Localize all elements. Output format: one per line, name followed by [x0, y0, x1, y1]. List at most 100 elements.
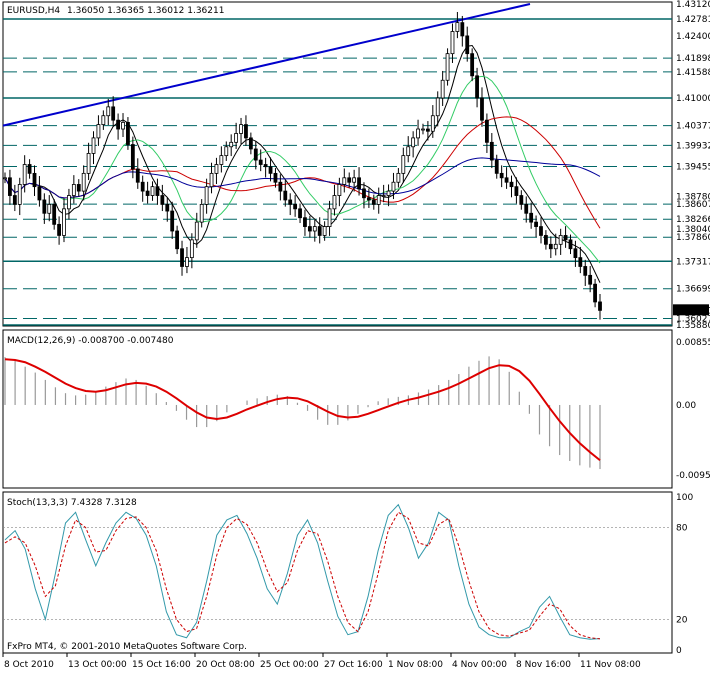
- price-bar-body: [504, 177, 509, 183]
- price-bar-body: [76, 184, 81, 192]
- price-bar-body: [544, 235, 548, 245]
- price-bar-body: [253, 148, 258, 161]
- price-bar-body: [106, 106, 111, 117]
- current-price-box: [673, 304, 709, 316]
- time-label: 25 Oct 00:00: [260, 660, 319, 670]
- price-bar-body: [140, 181, 145, 192]
- price-bar-body: [303, 217, 307, 227]
- price-bars: [3, 11, 602, 320]
- price-label: 1.43120: [676, 0, 710, 10]
- price-bar-body: [170, 210, 175, 232]
- price-bar-body: [293, 204, 298, 210]
- price-bar-body: [362, 188, 366, 199]
- price-bar-body: [401, 155, 406, 174]
- price-bar-body: [121, 121, 125, 130]
- price-label: 1.38266: [676, 215, 710, 225]
- price-bar-body: [332, 195, 337, 210]
- time-label: 8 Oct 2010: [4, 660, 54, 670]
- price-bar-body: [47, 204, 52, 214]
- price-label: 1.38040: [676, 225, 710, 235]
- price-bar-body: [234, 133, 239, 143]
- level-lines: [2, 3, 672, 326]
- price-label: 1.42400: [676, 32, 710, 42]
- price-bar-body: [258, 159, 263, 165]
- price-bar-body: [519, 195, 524, 205]
- time-label: 4 Nov 00:00: [452, 660, 507, 670]
- price-bar-body: [263, 164, 268, 168]
- macd-axis-label: 0.00855: [676, 338, 710, 348]
- moving-averages: [4, 44, 601, 283]
- time-label: 11 Nov 08:00: [580, 660, 641, 670]
- price-bar-body: [27, 164, 32, 174]
- price-bar-body: [189, 239, 194, 259]
- price-label: 1.41000: [676, 94, 710, 104]
- price-bar-body: [553, 243, 558, 250]
- price-label: 1.38780: [676, 192, 710, 202]
- price-bar-body: [81, 172, 86, 192]
- price-bar-body: [317, 226, 322, 236]
- price-bar-body: [371, 199, 376, 205]
- price-bar-body: [32, 172, 37, 188]
- price-bar-body: [489, 141, 494, 161]
- price-label: 1.36211: [676, 306, 710, 316]
- price-bar-body: [514, 186, 519, 196]
- price-bar-body: [180, 248, 184, 267]
- price-bar-body: [288, 199, 293, 205]
- price-bar-body: [421, 128, 425, 131]
- price-bar-body: [494, 159, 499, 174]
- moving-average-line: [4, 44, 601, 283]
- price-bar-body: [116, 119, 120, 130]
- time-label: 13 Oct 00:00: [68, 660, 127, 670]
- macd-title: MACD(12,26,9) -0.008700 -0.007480: [7, 336, 174, 346]
- price-bar-body: [199, 204, 204, 223]
- stoch-axis-label: 20: [676, 615, 688, 625]
- price-label: 1.35880: [676, 321, 710, 331]
- price-bar-body: [499, 172, 504, 179]
- price-bar-body: [96, 124, 101, 139]
- time-label: 20 Oct 08:00: [196, 660, 255, 670]
- price-bar-body: [283, 190, 288, 201]
- price-bar-body: [22, 164, 27, 185]
- price-bar-body: [381, 195, 386, 197]
- price-bar-body: [224, 146, 229, 157]
- price-bar-body: [298, 208, 302, 219]
- stoch-main-line: [4, 503, 601, 640]
- price-bar-body: [524, 204, 529, 214]
- time-axis: 8 Oct 2010 13 Oct 00:00 15 Oct 16:00 20 Oct…: [2, 653, 641, 670]
- price-bar-body: [460, 22, 465, 37]
- price-bar-body: [509, 181, 514, 188]
- price-bar-body: [229, 141, 234, 148]
- price-bar-body: [86, 153, 91, 174]
- price-bar-body: [278, 181, 283, 192]
- price-bar-body: [425, 128, 430, 132]
- ohlc-readout: 1.36050 1.36365 1.36012 1.36211: [67, 6, 224, 16]
- price-bar-body: [386, 190, 391, 196]
- price-label: 1.42781: [676, 15, 710, 25]
- stoch-title: Stoch(13,3,3) 7.4328 7.3128: [7, 498, 137, 508]
- price-bar-body: [445, 53, 450, 81]
- price-bar-body: [593, 283, 597, 303]
- price-bar-body: [573, 248, 578, 259]
- price-bar-body: [391, 181, 396, 192]
- price-label: 1.36027: [676, 314, 710, 324]
- price-bar-body: [357, 177, 361, 190]
- price-label: 1.37860: [676, 233, 710, 243]
- macd-plot: 0.00855 0.00 -0.00952: [4, 338, 710, 481]
- stoch-panel: [2, 491, 673, 654]
- price-axis: 1.43120 1.42781 1.42400 1.41898 1.41588 1.410…: [673, 0, 710, 331]
- price-bar-body: [239, 124, 243, 134]
- price-bar-body: [534, 221, 538, 227]
- price-bar-body: [155, 186, 160, 196]
- price-bar-body: [209, 172, 214, 188]
- stoch-plot: 100 80 20 0: [3, 493, 693, 656]
- price-bar-body: [268, 166, 273, 174]
- macd-axis-label: 0.00: [676, 401, 696, 411]
- price-bar-body: [204, 186, 209, 205]
- price-bar-body: [91, 137, 96, 154]
- price-bar-body: [307, 226, 312, 232]
- price-label: 1.40377: [676, 122, 710, 132]
- price-bar-body: [366, 197, 371, 201]
- price-bar-body: [327, 208, 332, 227]
